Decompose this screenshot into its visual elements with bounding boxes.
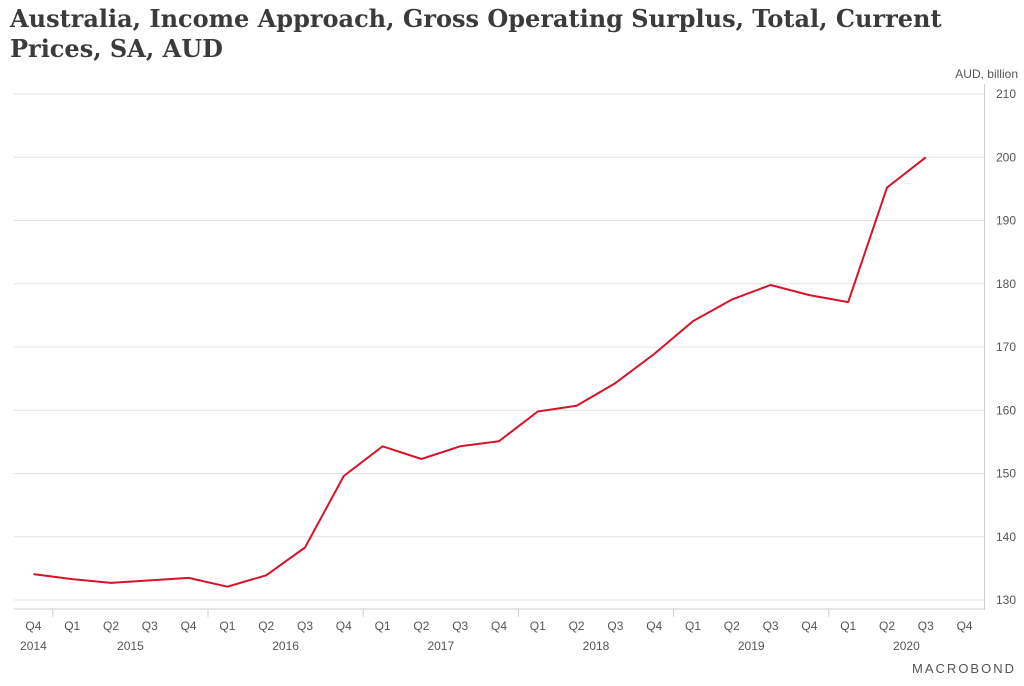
x-tick-label: Q4 — [801, 619, 817, 633]
y-tick-label: 130 — [996, 593, 1016, 607]
x-tick-label: Q2 — [103, 619, 119, 633]
x-tick-label: Q2 — [413, 619, 429, 633]
x-tick-label: Q3 — [763, 619, 779, 633]
y-tick-label: 170 — [996, 340, 1016, 354]
x-tick-label: Q2 — [879, 619, 895, 633]
x-year-label: 2016 — [272, 639, 299, 653]
x-year-label: 2014 — [20, 639, 47, 653]
x-year-label: 2017 — [427, 639, 454, 653]
x-tick-label: Q4 — [25, 619, 41, 633]
x-tick-label: Q2 — [724, 619, 740, 633]
brand-logo: MACROBOND — [912, 661, 1016, 676]
x-tick-label: Q3 — [452, 619, 468, 633]
y-tick-label: 150 — [996, 467, 1016, 481]
x-tick-label: Q3 — [607, 619, 623, 633]
x-year-label: 2015 — [117, 639, 144, 653]
x-tick-label: Q1 — [64, 619, 80, 633]
x-tick-label: Q1 — [685, 619, 701, 633]
series-line-0 — [33, 156, 927, 588]
y-tick-label: 140 — [996, 530, 1016, 544]
x-tick-label: Q1 — [530, 619, 546, 633]
x-tick-label: Q3 — [918, 619, 934, 633]
x-year-label: 2020 — [893, 639, 920, 653]
x-tick-label: Q2 — [569, 619, 585, 633]
y-tick-label: 180 — [996, 277, 1016, 291]
y-tick-label: 200 — [996, 150, 1016, 164]
x-tick-label: Q4 — [336, 619, 352, 633]
x-tick-label: Q4 — [181, 619, 197, 633]
x-axis-ticks: Q4 Q1 Q2 Q3 Q4 Q1 Q2 Q3 Q4 Q1 Q2 Q3 Q4 Q1 Q2 Q3 Q4 Q1 Q2 Q3… — [20, 609, 973, 653]
y-tick-label: 160 — [996, 403, 1016, 417]
x-year-label: 2018 — [583, 639, 610, 653]
x-tick-label: Q1 — [375, 619, 391, 633]
x-year-label: 2019 — [738, 639, 765, 653]
y-axis-ticks: 130 140 150 160 170 180 190 200 210 — [996, 87, 1016, 607]
gridlines — [14, 93, 984, 601]
y-tick-label: 190 — [996, 214, 1016, 228]
x-tick-label: Q1 — [219, 619, 235, 633]
y-axis-label: AUD, billion — [955, 67, 1018, 81]
x-tick-label: Q1 — [840, 619, 856, 633]
series — [33, 156, 927, 588]
x-tick-label: Q4 — [646, 619, 662, 633]
x-tick-label: Q2 — [258, 619, 274, 633]
chart-title: Australia, Income Approach, Gross Operat… — [10, 4, 942, 63]
x-tick-label: Q3 — [142, 619, 158, 633]
y-tick-label: 210 — [996, 87, 1016, 101]
x-tick-label: Q3 — [297, 619, 313, 633]
x-tick-label: Q4 — [491, 619, 507, 633]
axes — [14, 84, 985, 610]
x-tick-label: Q4 — [957, 619, 973, 633]
